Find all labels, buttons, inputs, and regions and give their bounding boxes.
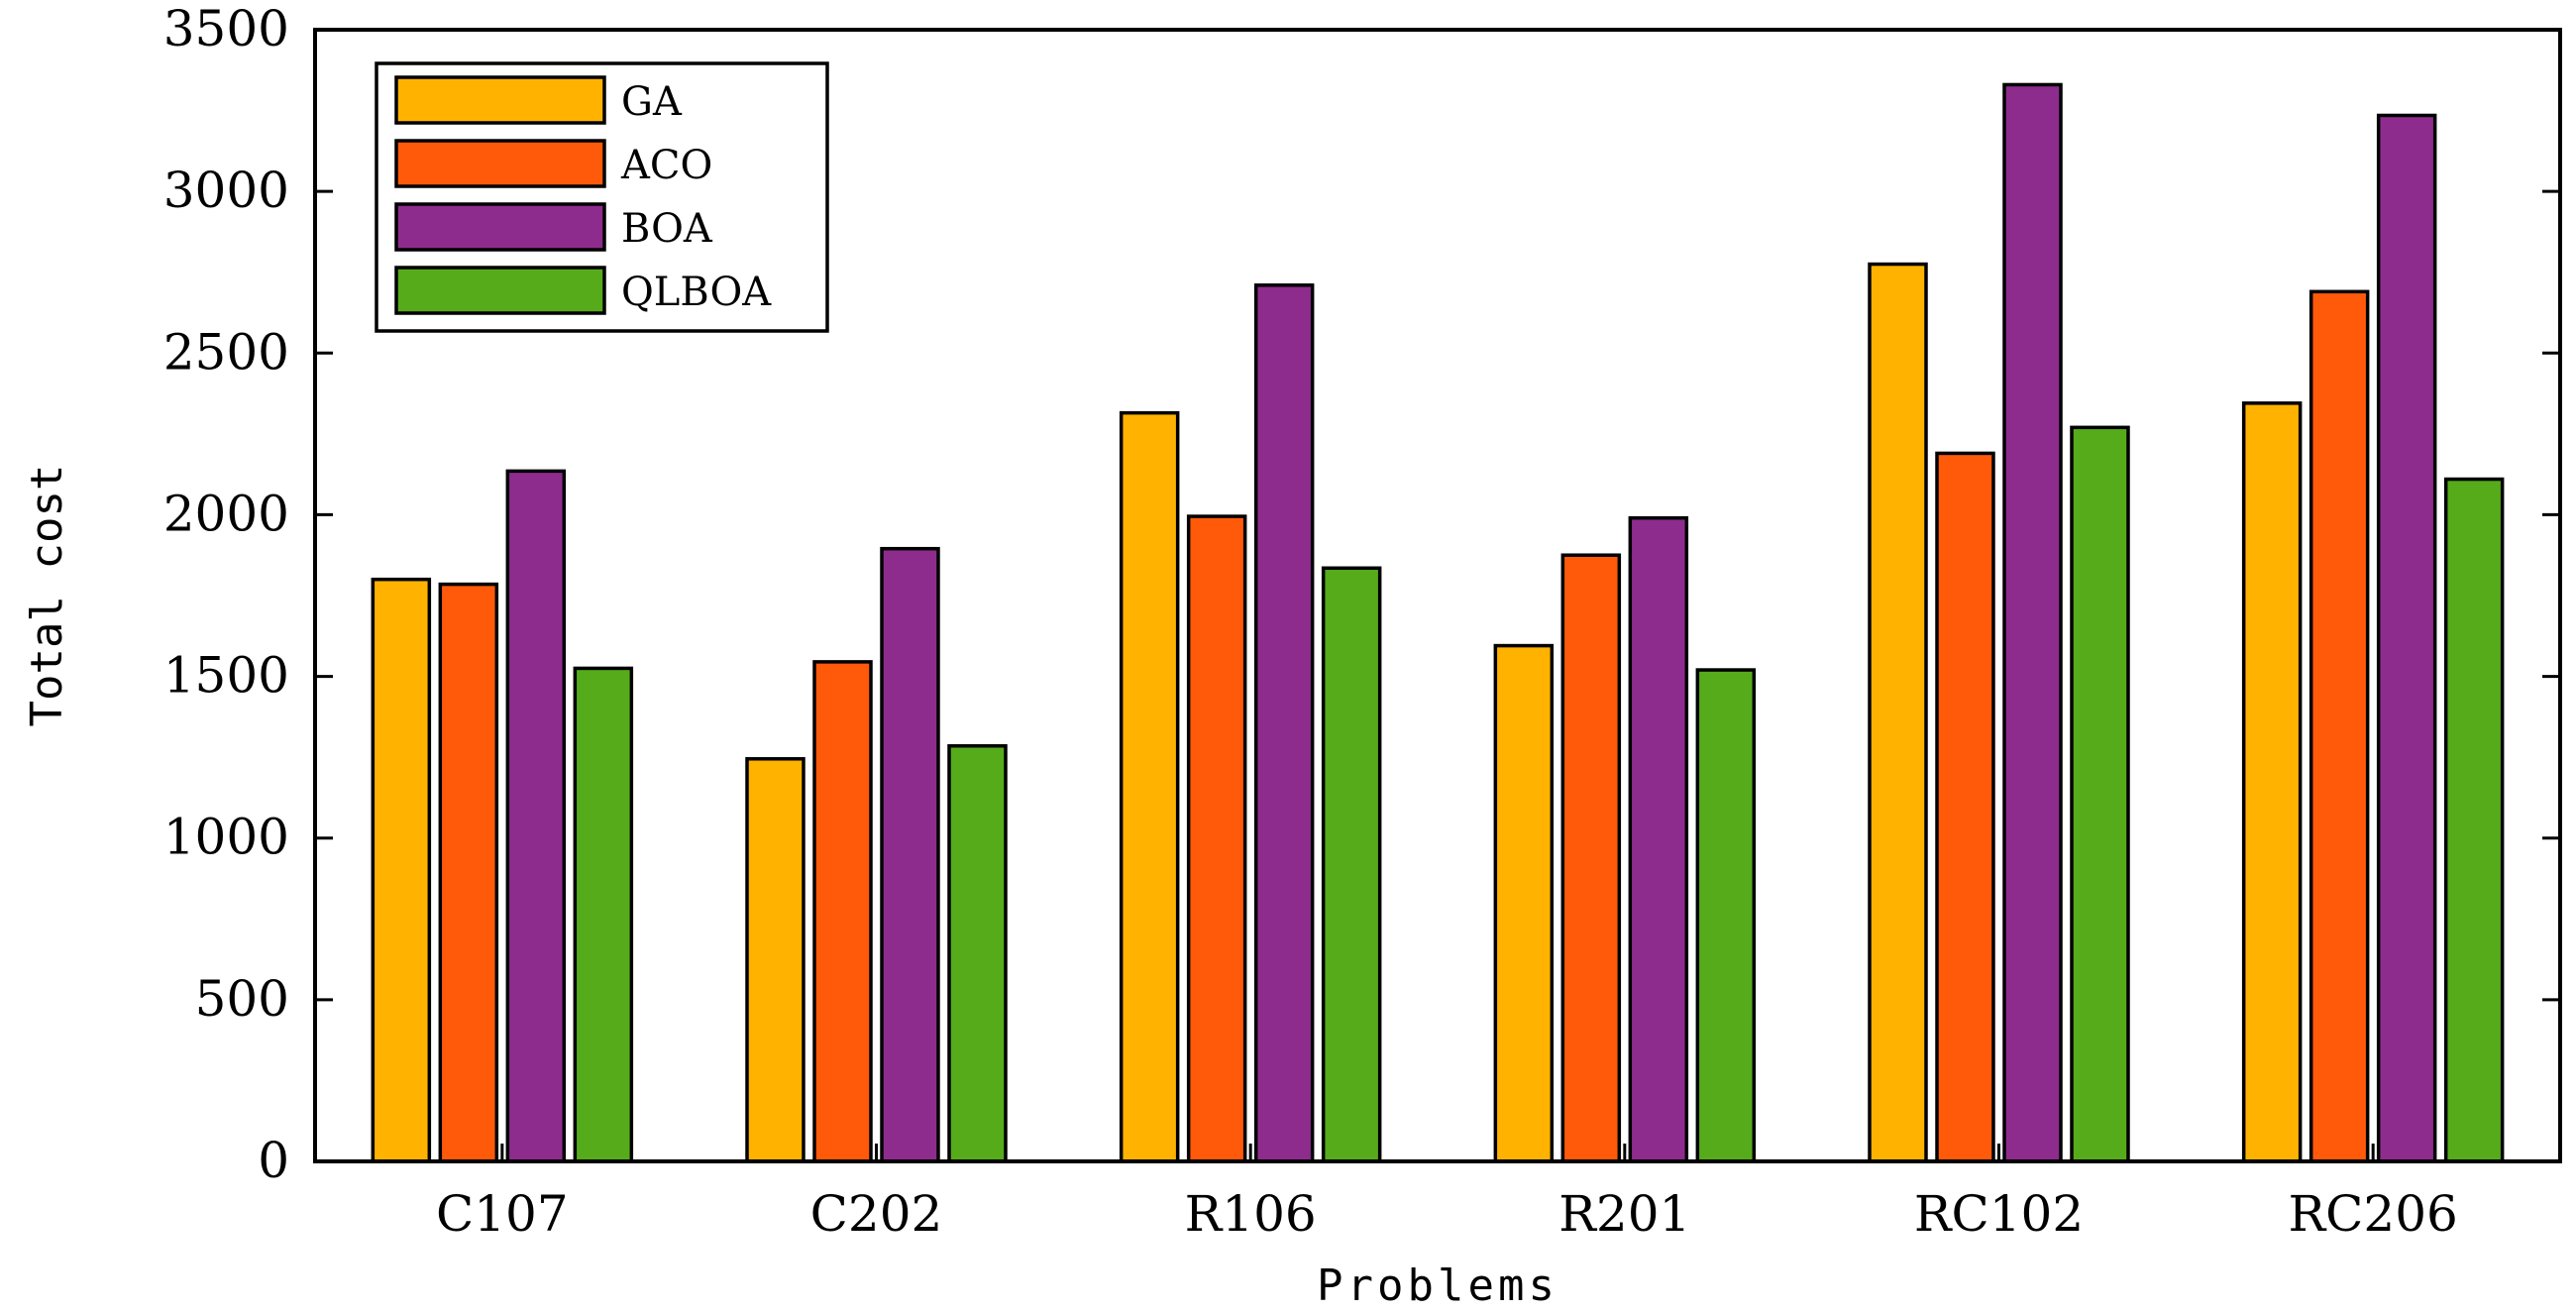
bar-boa-c202 xyxy=(880,546,940,1163)
bar-aco-r106 xyxy=(1186,514,1247,1163)
y-tick-label: 1000 xyxy=(163,809,289,866)
bar-qlboa-c107 xyxy=(573,666,634,1163)
bar-ga-rc102 xyxy=(1868,262,1928,1163)
bar-aco-rc206 xyxy=(2308,289,2370,1163)
bar-ga-rc206 xyxy=(2241,401,2303,1163)
y-tick-label: 2500 xyxy=(163,323,289,381)
y-tick-label: 500 xyxy=(195,970,289,1028)
legend-swatch-aco xyxy=(394,139,606,188)
y-tick-label: 2000 xyxy=(163,485,289,542)
bar-ga-r106 xyxy=(1119,410,1180,1163)
x-tick-label: C107 xyxy=(436,1185,569,1243)
y-axis-title: Total cost xyxy=(22,465,72,727)
x-tick-label: R201 xyxy=(1558,1185,1690,1243)
x-axis-ticks: C107 C202 R106 R201 RC102 RC206 xyxy=(436,1144,2458,1243)
legend: GA ACO BOA QLBOA xyxy=(375,61,829,333)
x-tick-label: RC206 xyxy=(2288,1185,2457,1243)
legend-label-aco: ACO xyxy=(620,143,712,188)
bar-boa-rc102 xyxy=(2002,82,2063,1163)
y-tick-label: 1500 xyxy=(163,647,289,705)
bar-aco-c107 xyxy=(438,582,499,1163)
bar-boa-r106 xyxy=(1253,283,1315,1163)
bar-ga-c107 xyxy=(371,577,432,1163)
legend-swatch-boa xyxy=(394,202,606,252)
bar-ga-r201 xyxy=(1493,643,1555,1163)
bar-boa-r201 xyxy=(1628,515,1689,1163)
bar-qlboa-r106 xyxy=(1321,566,1382,1163)
legend-label-ga: GA xyxy=(621,79,683,125)
bar-ga-c202 xyxy=(745,757,805,1163)
legend-swatch-qlboa xyxy=(394,266,606,315)
y-tick-label: 0 xyxy=(258,1132,289,1189)
y-axis-ticks: 0 500 1000 1500 2000 2500 3000 3500 xyxy=(163,0,2560,1189)
legend-label-qlboa: QLBOA xyxy=(621,270,772,315)
bar-qlboa-c202 xyxy=(947,743,1008,1163)
bars-group xyxy=(371,82,2505,1163)
legend-swatch-ga xyxy=(394,75,606,125)
x-axis-title: Problems xyxy=(1317,1260,1558,1311)
bar-qlboa-r201 xyxy=(1695,668,1757,1163)
bar-qlboa-rc206 xyxy=(2443,477,2505,1163)
plot-frame xyxy=(313,28,2562,1163)
bar-boa-rc206 xyxy=(2376,113,2437,1163)
y-tick-label: 3000 xyxy=(163,162,289,219)
bar-qlboa-rc102 xyxy=(2070,425,2130,1163)
x-tick-label: C202 xyxy=(810,1185,943,1243)
bar-aco-rc102 xyxy=(1935,451,1995,1163)
legend-label-boa: BOA xyxy=(621,206,713,252)
bar-aco-r201 xyxy=(1560,553,1622,1163)
bar-aco-c202 xyxy=(812,660,873,1163)
y-tick-label: 3500 xyxy=(163,0,289,57)
x-tick-label: R106 xyxy=(1185,1185,1317,1243)
bar-boa-c107 xyxy=(505,469,567,1163)
x-tick-label: RC102 xyxy=(1914,1185,2084,1243)
